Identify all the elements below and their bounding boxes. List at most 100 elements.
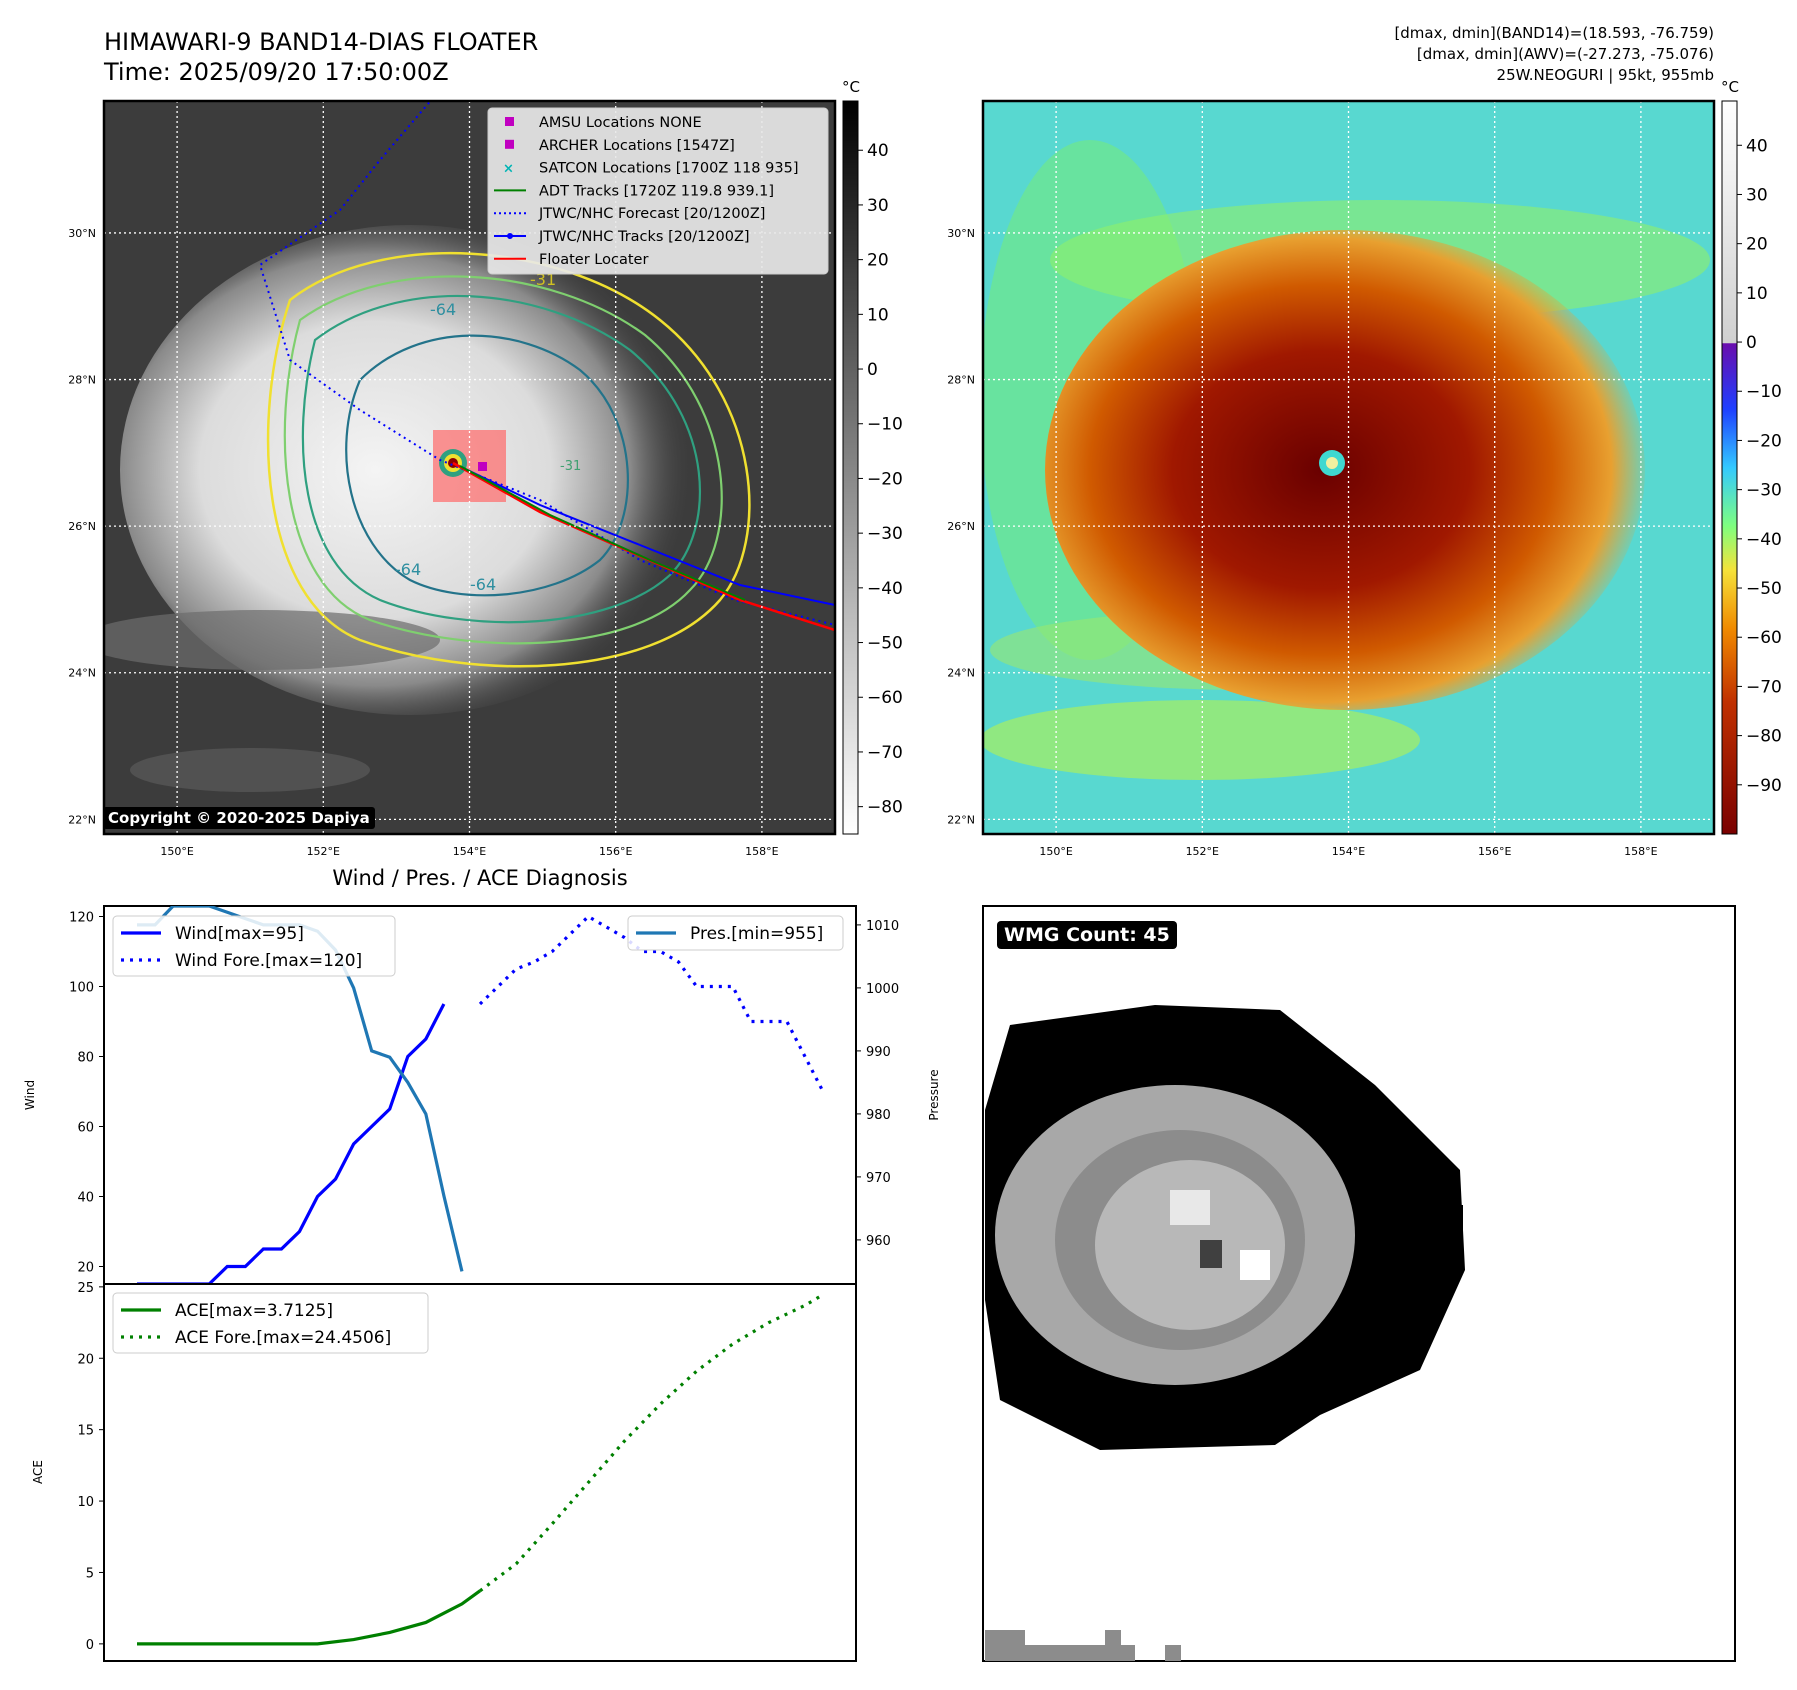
info-awv: [dmax, dmin](AWV)=(-27.273, -75.076): [1417, 45, 1714, 63]
jtwc-forecast-track: [258, 101, 835, 626]
lon-label: 152°E: [1186, 845, 1219, 858]
lon-label: 158°E: [1624, 845, 1657, 858]
colorbar-tick-label: −30: [867, 524, 903, 544]
legend-marker: [505, 117, 514, 126]
colorbar-tick-label: −10: [867, 415, 903, 435]
colorbar-tick-label: 20: [867, 251, 889, 271]
colorbar-tick-label: 30: [1746, 185, 1768, 205]
contour-minus55: [301, 294, 702, 624]
contour-label: -64: [470, 575, 496, 594]
lat-label: 28°N: [947, 374, 975, 387]
contour-minus64: [345, 334, 629, 597]
lon-label: 158°E: [745, 845, 778, 858]
ace-axis-label: ACE: [31, 1460, 45, 1484]
wind-legend-box: [112, 915, 396, 977]
legend-label: SATCON Locations [1700Z 118 935]: [539, 161, 798, 177]
series-line: [478, 914, 825, 1093]
wind-ytick-label: 40: [77, 1191, 94, 1206]
ir-rainband: [104, 610, 440, 670]
lon-label: 154°E: [1332, 845, 1365, 858]
lat-label: 26°N: [947, 520, 975, 533]
colorbar-tick-label: 0: [1746, 333, 1757, 353]
color-colorbar: °C 40 30 20 10 0 −10 −20 −30 −40 −50 −60 −70 −80 −90: [1721, 78, 1782, 835]
colorbar-tick-label: 10: [1746, 284, 1768, 304]
colorbar-tick-label: −20: [867, 469, 903, 489]
legend-marker-dot: [507, 233, 513, 239]
legend-label: ADT Tracks [1720Z 119.8 939.1]: [539, 183, 774, 199]
pressure-axis-label: Pressure: [927, 1069, 941, 1120]
ir-rainband: [130, 748, 370, 792]
lon-label: 152°E: [307, 845, 340, 858]
wmg-core: [1095, 1160, 1285, 1330]
colorbar-tick-label: −40: [867, 579, 903, 599]
legend-label: AMSU Locations NONE: [539, 115, 702, 131]
ace-ytick-label: 25: [77, 1281, 94, 1296]
wmg-edge-block: [1165, 1645, 1181, 1661]
ir-axis-labels: 30°N 28°N 26°N 24°N 22°N 150°E 152°E 154°E 156°E…: [68, 227, 778, 858]
figure-title: HIMAWARI-9 BAND14-DIAS FLOATER: [104, 28, 538, 56]
colorbar-tick-label: −30: [1746, 481, 1782, 501]
colorbar-tick-label: 20: [1746, 235, 1768, 255]
legend-label: ACE[max=3.7125]: [175, 1301, 333, 1321]
lat-label: 28°N: [68, 374, 96, 387]
colorbar-tick-label: 0: [867, 360, 878, 380]
lat-label: 30°N: [947, 227, 975, 240]
map-legend: AMSU Locations NONE ARCHER Locations [154…: [487, 107, 829, 275]
lon-label: 150°E: [160, 845, 193, 858]
legend-box: [487, 107, 829, 275]
wmg-edge-block: [1105, 1630, 1121, 1646]
color-gridlines: [983, 101, 1714, 834]
colorbar-tick-label: 40: [1746, 136, 1768, 156]
wind-ytick-label: 120: [69, 911, 94, 926]
colorbar-tick-label: 30: [867, 196, 889, 216]
colorbar-tick-label: −80: [867, 798, 903, 818]
figure-time: Time: 2025/09/20 17:50:00Z: [103, 58, 449, 86]
color-axis-labels: 30°N 28°N 26°N 24°N 22°N 150°E 152°E 154°E 156°E…: [947, 227, 1657, 858]
colorbar-tick-label: −80: [1746, 727, 1782, 747]
gray-colorbar-gradient: [842, 100, 859, 835]
lon-label: 156°E: [599, 845, 632, 858]
adt-track: [459, 465, 746, 601]
info-storm: 25W.NEOGURI | 95kt, 955mb: [1497, 66, 1714, 84]
lat-label: 26°N: [68, 520, 96, 533]
ace-chart: 0 5 10 15 20 25 ACE ACE[max=3.7125] ACE Fore.[…: [31, 1281, 857, 1662]
contour-label: -31: [560, 459, 581, 474]
ace-ytick-label: 15: [77, 1424, 94, 1439]
contour-minus45: [283, 275, 723, 645]
legend-label: Wind[max=95]: [175, 924, 304, 944]
color-frame: [981, 99, 1716, 836]
colorbar-tick-label: −50: [867, 634, 903, 654]
diagnosis-title: Wind / Pres. / ACE Diagnosis: [332, 866, 627, 890]
wmg-edge-block: [985, 1630, 1025, 1661]
gray-colorbar-unit: °C: [842, 78, 860, 96]
pressure-ytick-label: 960: [866, 1234, 891, 1249]
colorbar-tick-label: −70: [867, 743, 903, 763]
colorbar-tick-label: −10: [1746, 382, 1782, 402]
legend-label: ARCHER Locations [1547Z]: [539, 138, 735, 154]
lon-label: 150°E: [1039, 845, 1072, 858]
pressure-ytick-label: 990: [866, 1045, 891, 1060]
color-eye-center: [1326, 457, 1338, 469]
colorbar-tick-label: 40: [867, 141, 889, 161]
pressure-ytick-label: 970: [866, 1171, 891, 1186]
colorbar-tick-label: −20: [1746, 431, 1782, 451]
pressure-ytick-label: 1010: [866, 919, 899, 934]
colorbar-tick-label: −60: [1746, 628, 1782, 648]
legend-label: Floater Locater: [539, 252, 648, 268]
color-rainband: [983, 700, 1420, 780]
gray-colorbar: °C 40 30 20 10 0 −10 −20 −30 −40 −50 −60 −70 −80: [842, 78, 903, 835]
color-storm-cloud: [1045, 230, 1645, 710]
ace-legend-box: [112, 1292, 429, 1354]
ir-frame: [102, 99, 837, 836]
wind-ytick-label: 60: [77, 1121, 94, 1136]
lon-label: 154°E: [453, 845, 486, 858]
color-colorbar-gradient: [1721, 100, 1738, 835]
wind-ytick-label: 80: [77, 1051, 94, 1066]
color-imagery: [983, 101, 1714, 834]
legend-marker: [505, 139, 514, 149]
info-band14: [dmax, dmin](BAND14)=(18.593, -76.759): [1394, 24, 1714, 42]
ace-ytick-label: 0: [86, 1638, 94, 1653]
ace-ytick-label: 5: [86, 1566, 94, 1581]
wmg-edge-block: [1025, 1645, 1135, 1661]
ace-ytick-label: 20: [77, 1352, 94, 1367]
